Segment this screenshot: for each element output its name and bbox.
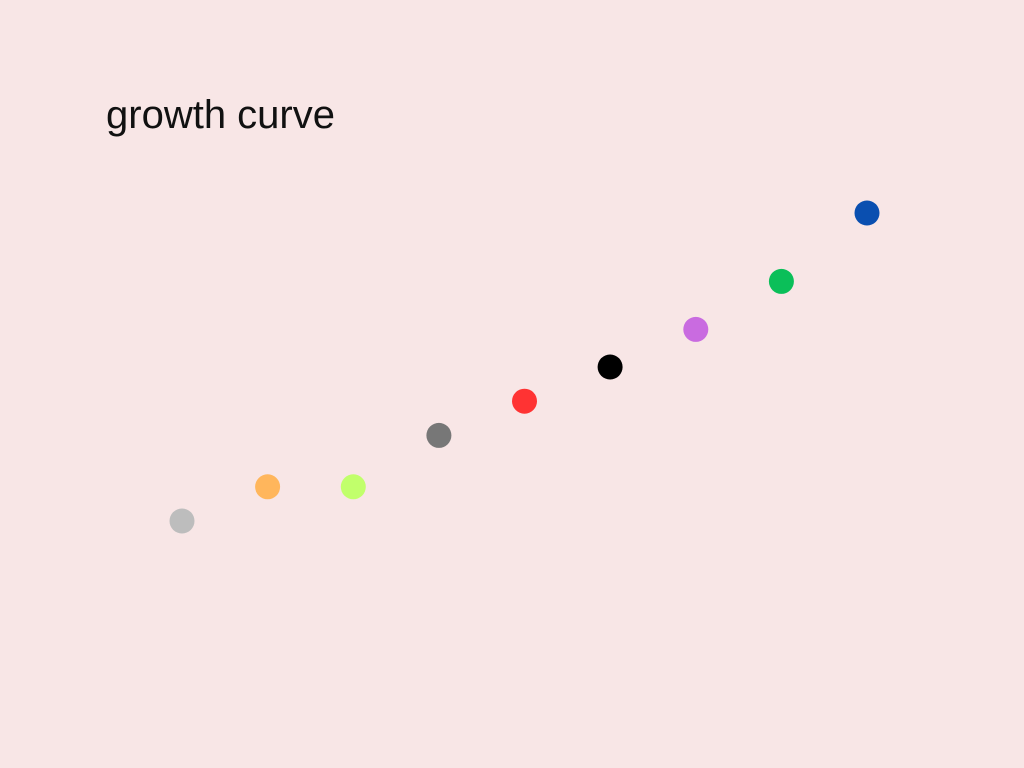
scatter-point-7 [683, 316, 709, 342]
chart-title: growth curve [106, 93, 335, 137]
scatter-point-1 [169, 508, 195, 534]
scatter-point-2 [255, 474, 281, 500]
scatter-point-4 [426, 422, 452, 448]
scatter-point-5 [512, 388, 537, 414]
scatter-point-6 [597, 354, 623, 380]
scatter-point-3 [340, 474, 366, 500]
scatter-point-8 [768, 268, 794, 294]
scatter-point-9 [854, 200, 880, 226]
